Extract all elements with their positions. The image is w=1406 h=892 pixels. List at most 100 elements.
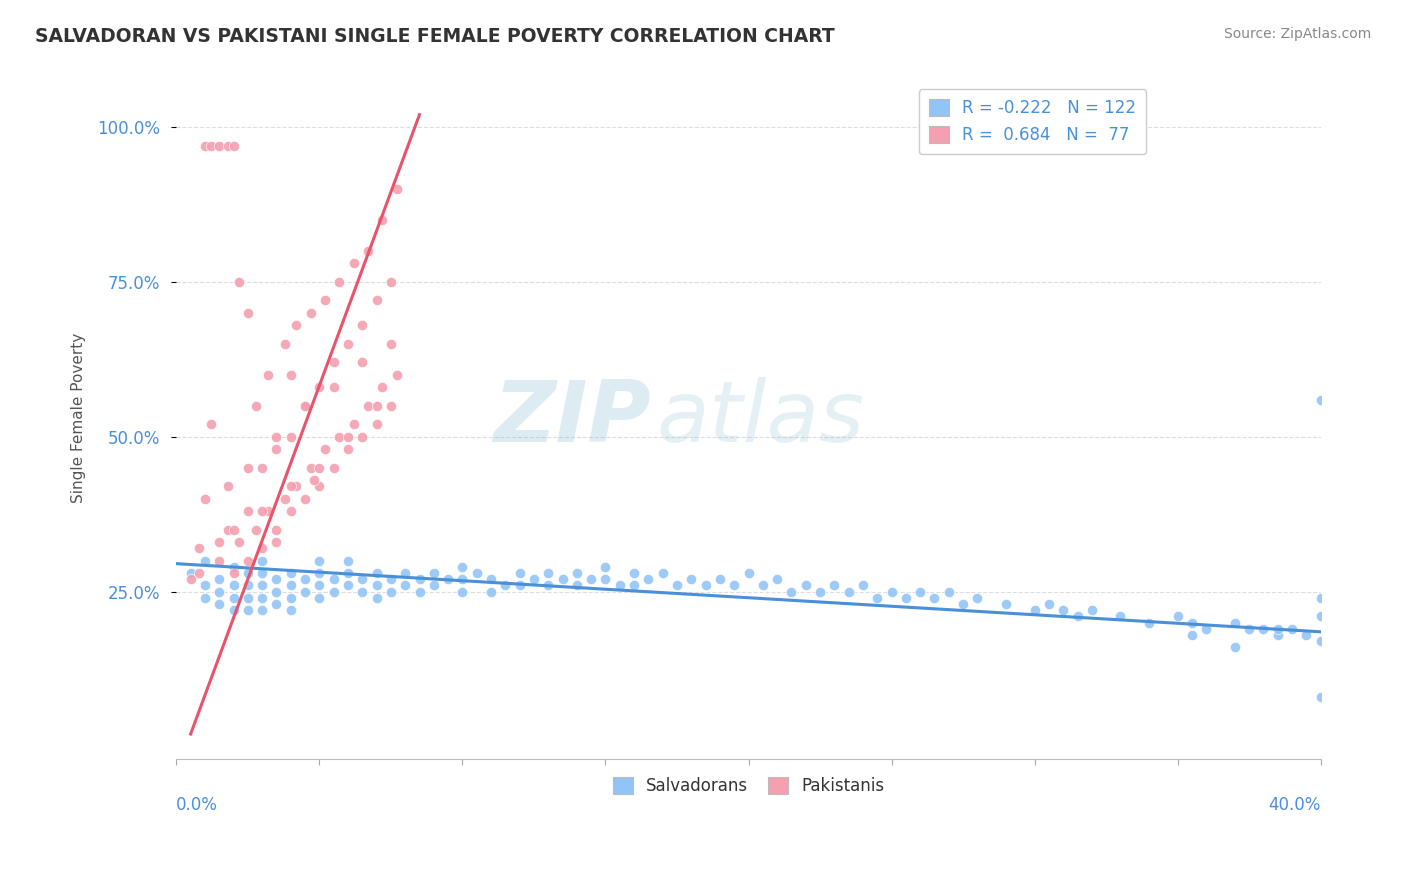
Point xyxy=(894,591,917,605)
Point xyxy=(308,460,330,475)
Point xyxy=(880,584,903,599)
Point xyxy=(280,566,302,580)
Point xyxy=(908,584,931,599)
Point xyxy=(537,578,560,592)
Point xyxy=(451,559,474,574)
Point xyxy=(366,417,388,432)
Point xyxy=(285,318,308,333)
Point xyxy=(280,578,302,592)
Point xyxy=(217,523,239,537)
Point xyxy=(1181,628,1204,642)
Point xyxy=(665,578,688,592)
Point xyxy=(1066,609,1088,624)
Point xyxy=(352,318,374,333)
Point xyxy=(336,553,359,567)
Point xyxy=(250,566,273,580)
Point xyxy=(322,380,344,394)
Text: ZIP: ZIP xyxy=(494,376,651,459)
Point xyxy=(250,578,273,592)
Point xyxy=(1052,603,1074,617)
Point xyxy=(681,572,703,586)
Point xyxy=(1081,603,1104,617)
Point xyxy=(1237,622,1260,636)
Point xyxy=(299,306,322,320)
Point xyxy=(266,572,288,586)
Point xyxy=(1223,615,1246,630)
Point xyxy=(1253,622,1275,636)
Point xyxy=(352,572,374,586)
Point xyxy=(780,584,803,599)
Text: atlas: atlas xyxy=(657,376,865,459)
Point xyxy=(523,572,546,586)
Point xyxy=(266,584,288,599)
Point xyxy=(380,572,402,586)
Point xyxy=(236,460,259,475)
Point xyxy=(1038,597,1060,611)
Point xyxy=(823,578,845,592)
Point xyxy=(352,584,374,599)
Point xyxy=(266,535,288,549)
Point xyxy=(866,591,889,605)
Point xyxy=(222,559,245,574)
Point xyxy=(1167,609,1189,624)
Point xyxy=(236,566,259,580)
Point xyxy=(245,399,267,413)
Point xyxy=(280,504,302,518)
Point xyxy=(423,578,446,592)
Point xyxy=(1309,634,1331,648)
Point xyxy=(200,138,222,153)
Point xyxy=(228,275,250,289)
Point xyxy=(308,479,330,493)
Point xyxy=(565,566,588,580)
Point xyxy=(236,603,259,617)
Point xyxy=(217,479,239,493)
Point xyxy=(509,566,531,580)
Point xyxy=(709,572,731,586)
Point xyxy=(308,578,330,592)
Point xyxy=(308,380,330,394)
Point xyxy=(294,399,316,413)
Point xyxy=(294,491,316,506)
Point xyxy=(479,572,502,586)
Point xyxy=(208,535,231,549)
Point xyxy=(343,256,366,270)
Point xyxy=(565,578,588,592)
Point xyxy=(280,591,302,605)
Point xyxy=(188,541,211,556)
Point xyxy=(579,572,602,586)
Point xyxy=(352,355,374,369)
Legend: Salvadorans, Pakistanis: Salvadorans, Pakistanis xyxy=(606,770,891,802)
Point xyxy=(423,566,446,580)
Point xyxy=(451,584,474,599)
Point xyxy=(208,138,231,153)
Point xyxy=(322,572,344,586)
Point xyxy=(366,293,388,308)
Point xyxy=(194,138,217,153)
Point xyxy=(623,578,645,592)
Point xyxy=(280,430,302,444)
Point xyxy=(222,578,245,592)
Point xyxy=(1309,591,1331,605)
Point xyxy=(380,275,402,289)
Point xyxy=(1223,640,1246,655)
Point xyxy=(194,578,217,592)
Point xyxy=(222,603,245,617)
Point xyxy=(217,138,239,153)
Point xyxy=(236,591,259,605)
Point xyxy=(366,591,388,605)
Point xyxy=(294,572,316,586)
Point xyxy=(250,504,273,518)
Point xyxy=(294,399,316,413)
Point xyxy=(995,597,1018,611)
Point xyxy=(222,591,245,605)
Point xyxy=(194,491,217,506)
Point xyxy=(1181,615,1204,630)
Point xyxy=(336,578,359,592)
Point xyxy=(1309,392,1331,407)
Point xyxy=(180,566,202,580)
Point xyxy=(766,572,789,586)
Point xyxy=(280,479,302,493)
Text: Source: ZipAtlas.com: Source: ZipAtlas.com xyxy=(1223,27,1371,41)
Point xyxy=(236,504,259,518)
Point xyxy=(208,597,231,611)
